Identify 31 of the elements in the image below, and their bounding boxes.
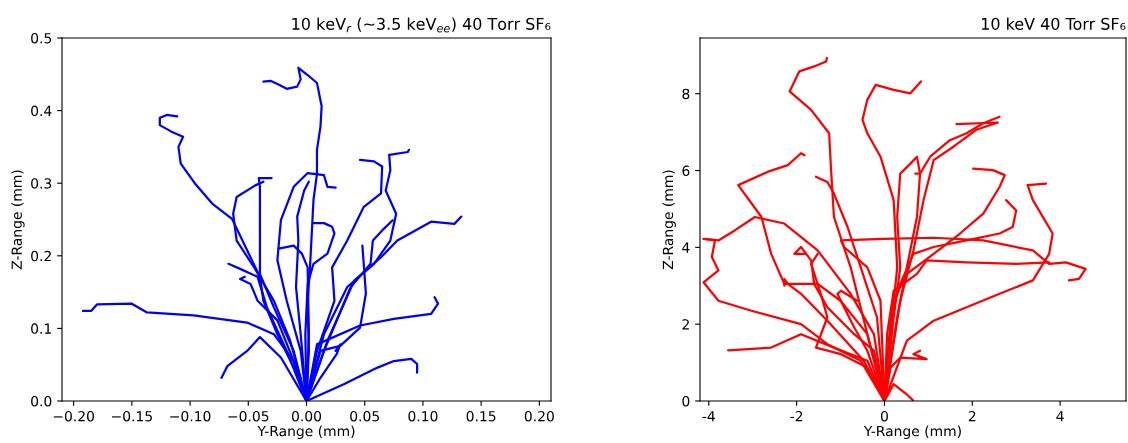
chart-title: 10 keV$_{r}$ (~3.5 keV$_{ee}$) 40 Torr SF₆ [292,17,551,33]
x-axis-title: Y-Range (mm) [863,425,961,439]
y-tick-label: 0.1 [31,323,51,334]
x-tick-label: 2 [968,410,976,422]
y-tick-label: 0.4 [31,105,52,117]
x-tick-label: -4 [702,411,715,422]
y-tick-label: 2 [682,319,689,330]
x-tick-label: 0.05 [350,410,379,422]
y-tick-label: 4 [682,242,690,253]
x-tick-label: 0.20 [524,410,554,422]
x-tick-label: 4 [1056,411,1064,422]
y-tick-label: 0.5 [31,32,52,44]
x-tick-label: −0.05 [228,410,269,422]
y-axis-title: Z-Range (mm) [11,170,25,270]
x-tick-label: −0.20 [53,410,94,422]
x-tick-label: 0.00 [291,410,322,422]
x-tick-label: 0.15 [466,410,496,422]
y-tick-label: 0.3 [31,178,52,189]
x-tick-label: −0.15 [112,410,152,422]
y-tick-label: 0.0 [31,395,52,407]
x-tick-label: -2 [790,410,803,422]
y-tick-label: 6 [682,165,690,176]
y-axis-title: Z-Range (mm) [662,170,676,270]
y-tick-label: 0 [682,395,690,407]
chart-title: 10 keV 40 Torr SF₆ [981,17,1126,30]
x-tick-label: 0 [880,410,888,422]
x-axis-title: Y-Range (mm) [257,425,355,439]
x-tick-label: 0.10 [408,410,438,422]
y-tick-label: 8 [682,88,690,100]
x-tick-label: −0.10 [170,410,211,422]
y-tick-label: 0.2 [31,250,51,262]
